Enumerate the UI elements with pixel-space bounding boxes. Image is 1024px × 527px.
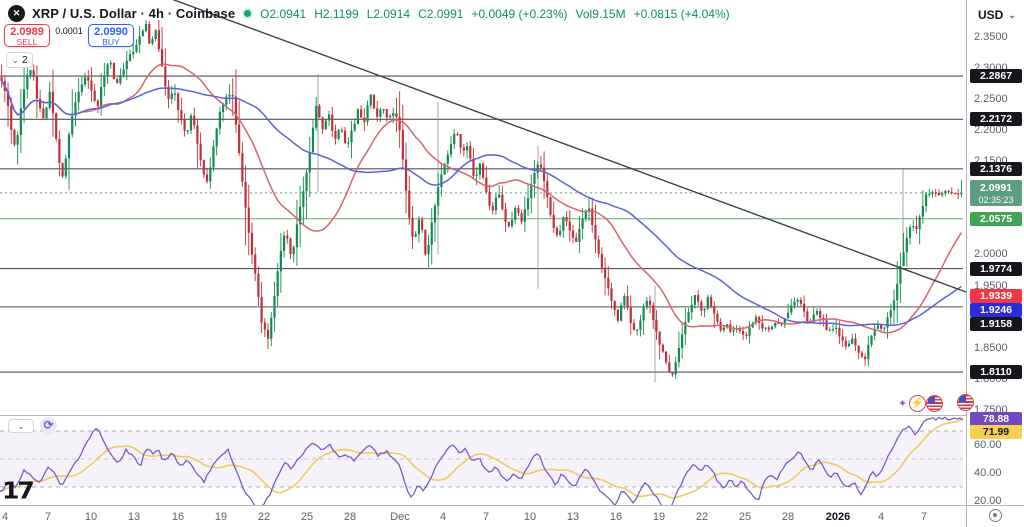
time-tick-label: 28 xyxy=(343,511,357,523)
time-tick-label: 25 xyxy=(738,511,752,523)
time-tick-label: 25 xyxy=(300,511,314,523)
sell-label: SELL xyxy=(16,37,38,47)
trade-panel: 2.0989 SELL 0.0001 2.0990 BUY xyxy=(4,24,136,48)
indicator-expand-button[interactable]: ⌄ 2 xyxy=(6,52,33,68)
chart-header: ✕ XRP / U.S. Dollar · 4h · Coinbase O2.0… xyxy=(8,5,730,22)
chevron-down-icon: ⌄ xyxy=(1008,9,1016,20)
us-flag-icon[interactable] xyxy=(957,394,974,411)
pane-separator[interactable] xyxy=(0,415,1024,416)
price-tick-label: 2.2500 xyxy=(974,92,1008,105)
price-tick-label: 1.8500 xyxy=(974,341,1008,354)
high-value: H2.1199 xyxy=(314,6,359,21)
chevron-down-icon: ⌄ xyxy=(17,420,25,431)
time-tick-label: 10 xyxy=(523,511,537,523)
close-value: C2.0991 xyxy=(418,6,464,21)
open-value: O2.0941 xyxy=(260,6,307,21)
time-tick-label: 22 xyxy=(257,511,271,523)
time-tick-label: 16 xyxy=(171,511,185,523)
price-chart-pane[interactable] xyxy=(0,0,966,415)
spread-value: 0.0001 xyxy=(52,25,86,38)
tradingview-logo: 17 xyxy=(2,477,35,504)
level-price-label: 1.8110 xyxy=(970,365,1022,380)
price-tick-label: 2.2000 xyxy=(974,124,1008,137)
countdown-timer: 02:35:23 xyxy=(978,194,1014,205)
rsi-collapse-button[interactable]: ⌄ xyxy=(8,419,34,433)
buy-label: BUY xyxy=(102,37,120,47)
ma-slow-price-label: 1.9246 xyxy=(970,302,1022,317)
ma-fast-price-label: 1.9339 xyxy=(970,288,1022,303)
current-price-label: 2.0991 02:35:23 xyxy=(970,179,1022,206)
level-price-label: 1.9774 xyxy=(970,261,1022,276)
rsi-ma-value-label: 71.99 xyxy=(970,424,1022,439)
xrp-logo-icon[interactable]: ✕ xyxy=(8,5,25,22)
change-value: +0.0049 (+0.23%) xyxy=(471,6,568,21)
time-tick-label: 2026 xyxy=(825,511,851,523)
time-tick-label: 16 xyxy=(609,511,623,523)
time-tick-label: 13 xyxy=(566,511,580,523)
time-tick-label: 7 xyxy=(920,511,928,523)
time-tick-label: 4 xyxy=(439,511,447,523)
sell-button[interactable]: 2.0989 SELL xyxy=(4,24,50,47)
level-price-label: 2.2867 xyxy=(970,69,1022,84)
sparkle-icon: ✦ xyxy=(898,398,908,410)
time-tick-label: 19 xyxy=(652,511,666,523)
rsi-tick-label: 60.00 xyxy=(974,438,1002,451)
time-tick-label: 4 xyxy=(1,511,9,523)
refresh-icon[interactable]: ⟳ xyxy=(40,417,57,434)
target-icon[interactable] xyxy=(989,509,1002,522)
lightning-icon[interactable]: ⚡ xyxy=(909,395,926,412)
time-tick-label: 28 xyxy=(781,511,795,523)
alert-price-label: 2.0575 xyxy=(970,211,1022,226)
time-tick-label: 22 xyxy=(695,511,709,523)
currency-label: USD xyxy=(978,8,1004,22)
market-status-icon xyxy=(244,10,252,17)
time-tick-label: 7 xyxy=(482,511,490,523)
price-axis[interactable]: 2.35002.30002.25002.20002.15002.00001.95… xyxy=(966,0,1024,508)
symbol-title[interactable]: XRP / U.S. Dollar · 4h · Coinbase xyxy=(32,6,236,21)
level-price-label: 2.1376 xyxy=(970,161,1022,176)
currency-selector[interactable]: USD ⌄ xyxy=(978,6,1022,24)
axis-corner xyxy=(966,505,1024,527)
volume-change-value: +0.0815 (+4.04%) xyxy=(633,6,730,21)
time-tick-label: 7 xyxy=(44,511,52,523)
time-tick-label: 13 xyxy=(127,511,141,523)
rsi-tick-label: 40.00 xyxy=(974,467,1002,479)
time-tick-label: 4 xyxy=(877,511,885,523)
ohlc-readout: O2.0941 H2.1199 L2.0914 C2.0991 +0.0049 … xyxy=(260,7,730,21)
rsi-indicator-pane[interactable] xyxy=(0,415,966,505)
level-price-label: 2.2172 xyxy=(970,112,1022,127)
rsi-value-label: 78.88 xyxy=(970,411,1022,426)
time-axis[interactable]: 4 7 10 13 16 19 22 25 28 Dec 4 7 10 13 16 19 22 25 28 2026 4… xyxy=(0,505,1024,527)
buy-price: 2.0990 xyxy=(94,26,128,38)
time-tick-label: 10 xyxy=(84,511,98,523)
price-tick-label: 1.9500 xyxy=(974,279,1008,292)
sell-price: 2.0989 xyxy=(10,26,44,38)
low-value: L2.0914 xyxy=(366,6,411,21)
time-tick-label: 19 xyxy=(214,511,228,523)
price-tick-label: 2.3500 xyxy=(974,30,1008,43)
price-tick-label: 2.0000 xyxy=(974,248,1008,261)
level-price-label: 1.9158 xyxy=(970,316,1022,331)
us-flag-icon[interactable] xyxy=(926,395,943,412)
rsi-tick-label: 20.00 xyxy=(974,495,1002,508)
volume-value: Vol9.15M xyxy=(575,6,626,21)
buy-button[interactable]: 2.0990 BUY xyxy=(88,24,134,47)
time-tick-label: Dec xyxy=(390,511,410,523)
chevron-down-icon: ⌄ xyxy=(11,54,19,65)
indicator-count: 2 xyxy=(21,54,28,66)
